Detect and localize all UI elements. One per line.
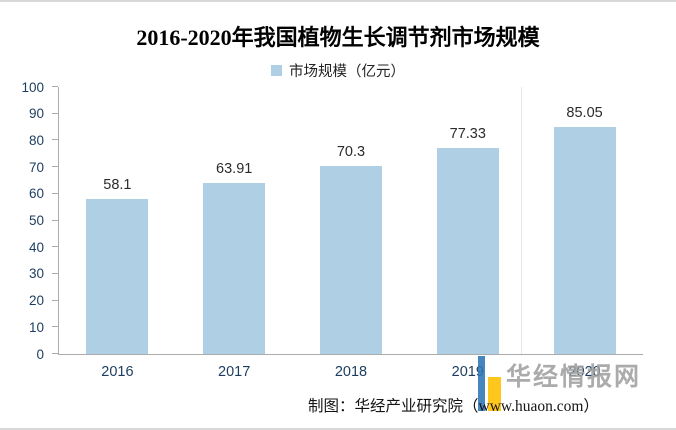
x-axis-label: 2019 (451, 364, 484, 380)
x-axis-label: 2020 (568, 364, 601, 380)
bar-value-label: 63.91 (216, 161, 253, 178)
y-tick-mark (52, 112, 58, 114)
bar (436, 147, 499, 354)
y-tick-mark (52, 86, 58, 87)
y-tick-label: 40 (28, 239, 44, 255)
y-tick-mark (52, 219, 58, 221)
legend-label: 市场规模（亿元） (289, 64, 405, 80)
y-tick-mark (52, 353, 58, 354)
x-axis-label: 2018 (334, 364, 368, 380)
y-tick-label: 0 (36, 346, 44, 362)
y-tick-label: 80 (28, 132, 44, 148)
plot: 58.1 2016 63.91 2017 70.3 2018 77.33 2019 85.05 2… (52, 86, 643, 380)
watermark-logo-bar-blue (478, 356, 485, 411)
legend-swatch (271, 65, 282, 76)
bar (86, 198, 149, 354)
y-tick-label: 10 (28, 319, 44, 335)
bar (203, 183, 266, 354)
x-axis-label: 2017 (218, 364, 251, 380)
bar-group: 85.05 2020 (553, 87, 616, 380)
credit-text: 制图：华经产业研究院（www.huaon.com） (308, 398, 599, 415)
watermark-logo-bar-yellow (488, 377, 501, 411)
y-tick-mark (52, 246, 58, 248)
bar-value-label: 70.3 (336, 144, 366, 161)
y-axis: 0 10 20 30 40 50 60 70 80 90 100 (0, 80, 52, 360)
y-tick-mark (52, 166, 58, 168)
bar-group: 58.1 2016 (86, 87, 149, 380)
y-tick-mark (52, 139, 58, 141)
y-tick-label: 30 (28, 266, 44, 282)
bar-value-label: 85.05 (566, 104, 603, 121)
legend: 市场规模（亿元） (0, 60, 676, 81)
y-tick-label: 50 (28, 212, 44, 228)
watermark: 华经情报网 (478, 354, 641, 411)
y-tick-label: 90 (28, 105, 44, 121)
watermark-divider-line (521, 87, 522, 354)
y-tick-label: 20 (28, 292, 44, 308)
y-tick-mark (52, 272, 58, 274)
bar-group: 63.91 2017 (203, 87, 266, 380)
bar-value-label: 58.1 (103, 176, 132, 193)
y-tick-mark (52, 192, 58, 194)
watermark-text: 华经情报网 (506, 363, 642, 391)
chart-title: 2016-2020年我国植物生长调节剂市场规模 (136, 25, 540, 50)
y-tick-mark (52, 326, 58, 328)
y-tick-label: 70 (28, 159, 44, 175)
bar-value-label: 77.33 (449, 125, 486, 142)
y-tick-label: 100 (21, 79, 44, 95)
x-axis-label: 2016 (101, 364, 134, 380)
bar (319, 166, 382, 354)
bar (553, 126, 616, 354)
y-tick-label: 60 (28, 186, 44, 202)
y-tick-mark (52, 299, 58, 301)
bar-group: 70.3 2018 (319, 87, 382, 380)
watermark-logo-icon (478, 354, 501, 411)
bar-group: 77.33 2019 (436, 87, 499, 380)
